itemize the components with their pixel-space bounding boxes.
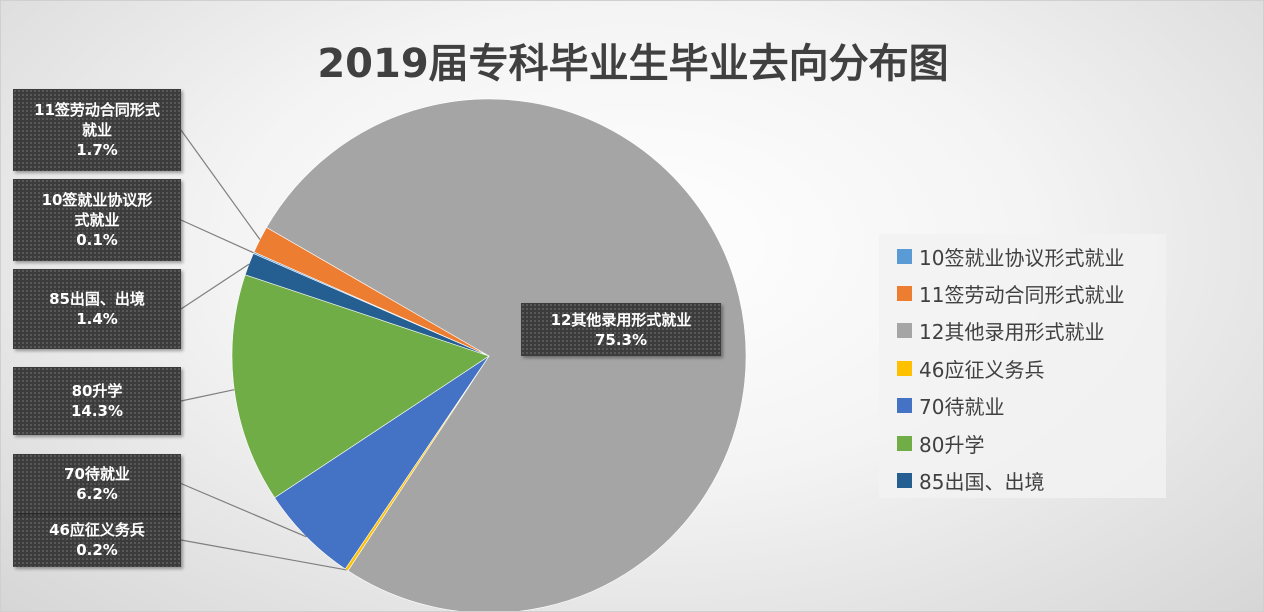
data-label-category: 12其他录用形式就业 [550, 310, 692, 329]
leader-line [180, 263, 250, 310]
data-label-value: 14.3% [70, 402, 124, 420]
legend-label: 80升学 [919, 432, 985, 457]
legend-swatch [897, 472, 912, 488]
legend-label: 10签就业协议形式就业 [919, 245, 1125, 270]
data-label-category: 46应征义务兵 [49, 521, 145, 539]
chart-title: 2019届专科毕业生毕业去向分布图 [317, 41, 949, 87]
data-label-category: 85出国、出境 [49, 290, 145, 308]
legend-label: 85出国、出境 [919, 469, 1045, 494]
data-label: 12其他录用形式就业 75.3% [521, 303, 721, 356]
pie-slice [244, 253, 490, 357]
pie-slice [266, 98, 747, 611]
data-label-value: 0.2% [76, 541, 118, 559]
data-label-category: 10签就业协议形式就业 [41, 191, 153, 229]
data-label-text: 11签劳动合同形式就业 1.7% [33, 100, 161, 160]
data-label-value: 75.3% [594, 330, 648, 349]
legend-swatch [897, 248, 912, 264]
legend-swatch [897, 435, 912, 451]
legend: 10签就业协议形式就业 11签劳动合同形式就业 12其他录用形式就业 46应征义务兵 7… [879, 234, 1166, 498]
data-label-category: 80升学 [71, 382, 123, 400]
data-label-value: 1.7% [76, 141, 118, 159]
data-label: 85出国、出境 1.4% [13, 269, 181, 349]
data-label-text: 70待就业 6.2% [22, 464, 172, 504]
data-label-category: 70待就业 [64, 464, 130, 483]
data-label-text: 10签就业协议形式就业 0.1% [41, 190, 153, 250]
legend-item: 10签就业协议形式就业 [897, 244, 1125, 270]
legend-item: 46应征义务兵 [897, 356, 1045, 382]
legend-swatch [897, 398, 912, 414]
data-label-value: 0.1% [76, 231, 118, 249]
data-label: 46应征义务兵 0.2% [13, 513, 181, 567]
legend-swatch [897, 323, 912, 339]
legend-item: 85出国、出境 [897, 468, 1045, 494]
data-label-value: 1.4% [76, 310, 118, 328]
legend-item: 12其他录用形式就业 [897, 319, 1105, 345]
data-label: 80升学 14.3% [13, 367, 181, 435]
legend-label: 70待就业 [919, 395, 1005, 420]
legend-item: 80升学 [897, 431, 985, 457]
data-label-text: 85出国、出境 1.4% [22, 289, 172, 329]
leader-line [180, 129, 261, 240]
legend-label: 46应征义务兵 [919, 357, 1045, 382]
data-label: 70待就业 6.2% [13, 454, 181, 513]
leader-line [180, 482, 307, 538]
data-label: 10签就业协议形式就业 0.1% [13, 179, 181, 261]
data-label-text: 12其他录用形式就业 75.3% [526, 310, 716, 350]
leader-line [180, 539, 347, 571]
data-label-text: 80升学 14.3% [22, 381, 172, 421]
leader-line [180, 389, 235, 402]
data-label-value: 6.2% [76, 484, 118, 503]
data-label: 11签劳动合同形式就业 1.7% [13, 89, 181, 171]
data-label-text: 46应征义务兵 0.2% [22, 520, 172, 560]
legend-label: 12其他录用形式就业 [919, 320, 1105, 345]
leader-line [180, 219, 254, 254]
legend-label: 11签劳动合同形式就业 [919, 282, 1125, 307]
legend-swatch [897, 360, 912, 376]
legend-item: 11签劳动合同形式就业 [897, 281, 1125, 307]
legend-item: 70待就业 [897, 394, 1005, 420]
legend-swatch [897, 285, 912, 301]
data-label-category: 11签劳动合同形式就业 [34, 101, 160, 139]
